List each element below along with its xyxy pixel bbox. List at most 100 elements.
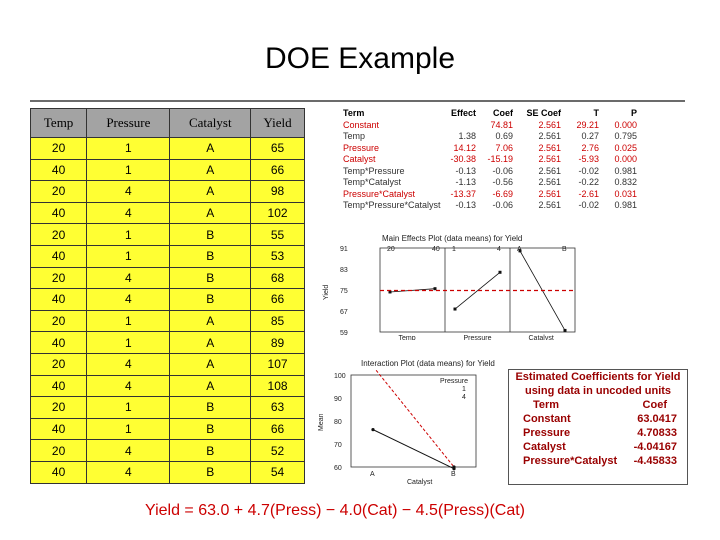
coef-cell-term: Temp*Pressure [343,165,405,176]
coef-cell-t: -2.61 [578,188,599,199]
y-tick-label: 91 [340,246,348,253]
table-cell: B [169,460,252,484]
coef-row: Temp*Pressure -0.13 -0.06 2.561 -0.02 0.981 [341,166,641,178]
est-coef: 4.70833 [637,427,677,439]
main-effects-plot: 91 83 75 67 59 Yield 20 40 Temp 1 4 Pressure A B Catal… [323,246,576,340]
doe-data-table: Temp Pressure Catalyst Yield 20 1 A 65 40 1 A 6… [29,108,305,484]
table-header-row: Temp Pressure Catalyst Yield [29,108,305,138]
x-tick-label: B [451,471,456,478]
table-cell: 20 [29,352,88,376]
coef-cell-se: 2.561 [538,177,561,187]
coef-cell-se: 2.561 [538,154,561,164]
table-cell: 85 [250,309,305,333]
est-rows: Constant 63.0417 Pressure 4.70833 Catalyst -4… [509,412,687,468]
header-temp: Temp [29,108,88,138]
coef-cell-term: Pressure [343,142,380,153]
effect-point [498,270,502,274]
coef-row: Temp 1.38 0.69 2.561 0.27 0.795 [341,131,641,143]
est-term: Catalyst [523,441,566,453]
est-row: Catalyst -4.04167 [509,440,687,454]
main-effects-title: Main Effects Plot (data means) for Yield [382,234,523,243]
coef-cell-se: 2.561 [538,142,561,153]
y-tick-label: 70 [334,442,342,449]
effect-point [388,290,392,294]
interaction-line-pressure-4 [374,369,455,468]
level-label: 1 [452,246,456,253]
x-axis-label: Catalyst [407,479,432,486]
table-row: 40 1 A 89 [29,331,305,354]
effect-point [518,249,522,253]
table-cell: 65 [250,137,305,160]
level-label: 20 [387,246,395,253]
table-cell: 4 [86,374,171,398]
y-tick-label: 90 [334,396,342,403]
table-cell: 1 [86,309,171,333]
table-cell: B [169,244,252,268]
coef-cell-t: -5.93 [578,154,599,164]
estimated-coefficients-box: Estimated Coefficients for Yield using d… [508,369,688,485]
coefficient-table: Term Effect Coef SE Coef T P Constant 74.… [341,108,641,212]
interaction-line-pressure-1 [372,429,455,470]
y-tick-label: 80 [334,419,342,426]
table-cell: 20 [29,180,88,203]
y-axis-label: Mean [318,413,325,431]
coef-row: Pressure*Catalyst -13.37 -6.69 2.561 -2.61 0.… [341,189,641,201]
table-cell: 40 [29,460,88,484]
table-cell: 66 [250,158,305,182]
coef-cell-t: -0.02 [578,165,599,176]
table-cell: 1 [86,137,171,160]
level-label: 4 [497,246,501,253]
legend-item: 4 [462,394,466,401]
legend-title: Pressure [440,378,468,385]
coef-cell-effect: -30.38 [450,154,476,164]
slide-title: DOE Example [264,42,456,75]
coef-cell-term: Catalyst [343,154,376,164]
table-cell: 1 [86,396,171,419]
table-cell: 1 [86,244,171,268]
table-cell: 4 [86,460,171,484]
coef-cell-effect: 1.38 [458,131,476,141]
table-cell: 1 [86,417,171,441]
coef-cell-p: 0.025 [614,142,637,153]
coef-cell-effect: -0.13 [455,200,476,210]
table-cell: B [169,288,252,311]
table-row: 20 4 A 107 [29,352,305,376]
table-cell: 40 [29,288,88,311]
table-cell: 1 [86,158,171,182]
level-label: 40 [432,246,440,253]
coef-cell-p: 0.795 [614,131,637,141]
table-cell: B [169,417,252,441]
est-row: Pressure 4.70833 [509,426,687,440]
header-pressure: Pressure [86,108,171,138]
coef-cell-coef: -0.06 [492,165,513,176]
table-cell: A [169,352,252,376]
est-term: Constant [523,413,571,425]
coef-row: Pressure 14.12 7.06 2.561 2.76 0.025 [341,143,641,155]
coef-cell-effect: -13.37 [450,188,476,199]
coef-cell-term: Pressure*Catalyst [343,188,416,199]
table-cell: A [169,374,252,398]
coef-cell-t: 0.27 [581,131,599,141]
effect-point [433,287,437,291]
table-cell: 40 [29,201,88,225]
panel-label: Temp [399,335,416,340]
y-tick-label: 75 [340,288,348,295]
coef-row: Catalyst -30.38 -15.19 2.561 -5.93 0.000 [341,154,641,166]
coef-row: Temp*Catalyst -1.13 -0.56 2.561 -0.22 0.832 [341,177,641,189]
coef-cell-coef: -6.69 [492,188,513,199]
coef-cell-coef: -0.06 [492,200,513,210]
table-row: 40 4 A 102 [29,201,305,225]
table-cell: 89 [250,331,305,354]
coef-cell-term: Temp*Catalyst [343,177,402,187]
est-coef: -4.45833 [633,455,677,467]
table-row: 40 4 A 108 [29,374,305,398]
coef-cell-t: -0.02 [578,200,599,210]
table-cell: 68 [250,266,305,290]
interaction-title: Interaction Plot (data means) for Yield [361,359,495,368]
table-cell: 4 [86,180,171,203]
effect-line-pressure [454,271,501,310]
coef-header-t: T [593,108,600,118]
coef-cell-p: 0.832 [614,177,637,187]
coef-cell-p: 0.031 [614,188,637,199]
